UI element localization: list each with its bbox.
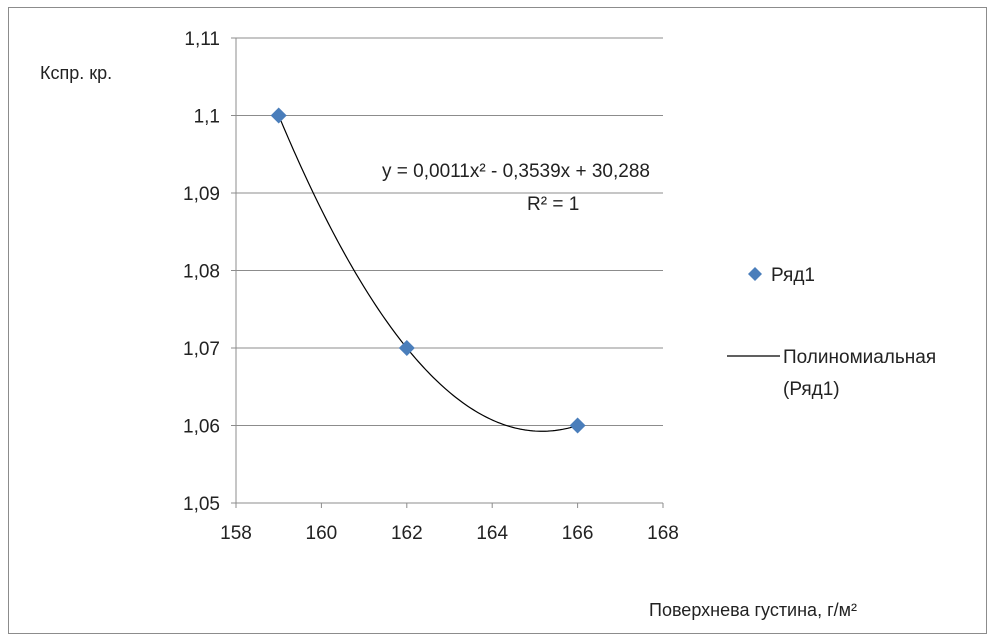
y-tick-label: 1,11 xyxy=(184,29,220,50)
x-tick-label: 162 xyxy=(391,523,423,544)
trendline-r-squared: R² = 1 xyxy=(527,194,579,215)
x-tick-label: 168 xyxy=(647,523,679,544)
axes xyxy=(231,38,663,508)
y-tick-label: 1,06 xyxy=(183,417,220,438)
y-tick-label: 1,08 xyxy=(183,262,220,283)
gridlines xyxy=(231,37,664,508)
chart-frame xyxy=(8,7,987,634)
y-tick-label: 1,1 xyxy=(194,107,220,128)
x-tick-label: 166 xyxy=(562,523,594,544)
trendline-equation: y = 0,0011x² - 0,3539x + 30,288 xyxy=(382,161,650,182)
legend-label-series-1: Ряд1 xyxy=(771,265,815,286)
data-point-diamond xyxy=(569,417,586,434)
data-point-diamond xyxy=(398,340,415,356)
trendline-curve xyxy=(278,115,578,432)
data-points xyxy=(270,107,586,434)
y-tick-label: 1,07 xyxy=(183,339,220,360)
legend: Ряд1 Полиномиальная (Ряд1) xyxy=(727,265,936,400)
legend-label-trendline-line2: (Ряд1) xyxy=(783,379,840,400)
y-tick-label: 1,05 xyxy=(183,494,220,515)
x-tick-label: 158 xyxy=(220,523,252,544)
y-tick-label: 1,09 xyxy=(183,184,220,205)
legend-label-trendline-line1: Полиномиальная xyxy=(783,347,936,368)
y-tick-labels: 1,05 1,06 1,07 1,08 1,09 1,1 1,11 xyxy=(183,29,220,515)
x-tick-label: 160 xyxy=(306,523,338,544)
legend-marker-series-1 xyxy=(748,267,762,281)
data-point-diamond xyxy=(270,107,287,124)
x-axis-title: Поверхнева густина, г/м² xyxy=(649,600,857,620)
x-tick-labels: 158 160 162 164 166 168 xyxy=(220,523,679,544)
y-axis-title: Кспр. кр. xyxy=(40,63,112,83)
x-tick-label: 164 xyxy=(476,523,508,544)
